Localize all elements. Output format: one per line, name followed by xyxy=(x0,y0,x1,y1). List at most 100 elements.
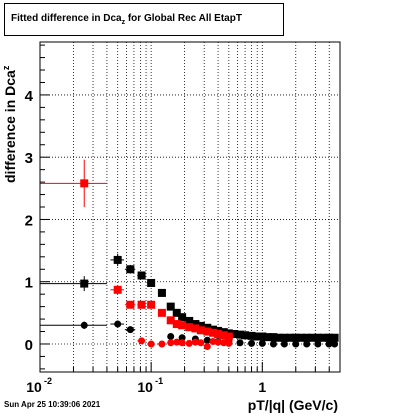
data-point-square xyxy=(157,288,166,297)
y-tick-label: 4 xyxy=(25,88,34,105)
data-point-circle xyxy=(225,339,233,347)
y-tick-label: 3 xyxy=(25,150,33,167)
data-point-square xyxy=(157,308,166,317)
chart-title-main: Fitted difference in Dca xyxy=(11,13,122,24)
data-point-square xyxy=(147,278,156,287)
data-point-square xyxy=(196,326,205,335)
data-point-circle xyxy=(280,340,288,348)
timestamp: Sun Apr 25 10:39:06 2021 xyxy=(4,400,101,409)
data-point-square xyxy=(126,265,135,274)
data-point-square xyxy=(330,333,339,342)
x-tick-label-exponent: -2 xyxy=(44,376,52,386)
data-point-square xyxy=(172,320,181,329)
data-point-square xyxy=(166,302,175,311)
chart-title-box: Fitted difference in Dcaz for Global Rec… xyxy=(4,3,284,36)
data-point-circle xyxy=(167,333,175,341)
data-point-square xyxy=(291,333,300,342)
data-point-square xyxy=(308,333,317,342)
data-point-square xyxy=(224,332,233,341)
data-point-square xyxy=(208,328,217,337)
data-point-square xyxy=(191,324,200,333)
data-point-square xyxy=(137,271,146,280)
data-point-square xyxy=(80,279,89,288)
data-point-square xyxy=(319,333,328,342)
data-point-circle xyxy=(158,340,166,348)
y-axis-label-subscript: z xyxy=(1,65,11,71)
data-point-square xyxy=(263,333,272,342)
data-point-square xyxy=(203,327,212,336)
data-point-square xyxy=(253,332,262,341)
x-tick-label: 10 xyxy=(137,379,153,395)
data-point-square xyxy=(247,331,256,340)
data-point-square xyxy=(113,255,122,264)
y-tick-label: 2 xyxy=(25,212,33,229)
data-point-square xyxy=(297,333,306,342)
data-point-square xyxy=(214,330,223,339)
data-point-square xyxy=(126,300,135,309)
plot-frame-border xyxy=(39,41,341,373)
data-point-square xyxy=(147,300,156,309)
data-point-circle xyxy=(269,340,277,348)
data-point-square xyxy=(274,333,283,342)
data-point-square xyxy=(178,321,187,330)
data-point-circle xyxy=(314,340,322,348)
data-point-circle xyxy=(191,338,199,346)
data-point-square xyxy=(80,179,89,188)
chart-title-subscript: z xyxy=(121,19,126,26)
data-point-circle xyxy=(292,340,300,348)
data-point-square xyxy=(172,308,181,317)
data-point-square xyxy=(191,320,200,329)
x-tick-label-exponent: -1 xyxy=(155,376,163,386)
data-point-square xyxy=(166,316,175,325)
data-point-circle xyxy=(80,321,88,329)
data-point-circle xyxy=(303,340,311,348)
data-point-circle xyxy=(214,338,222,346)
data-point-square xyxy=(113,285,122,294)
data-point-circle xyxy=(114,320,122,328)
data-point-square xyxy=(269,333,278,342)
chart-title: Fitted difference in Dcaz for Global Rec… xyxy=(11,13,242,26)
data-point-square xyxy=(185,323,194,332)
data-point-square xyxy=(230,330,239,339)
y-tick-label: 0 xyxy=(25,337,33,354)
data-point-square xyxy=(236,330,245,339)
data-point-circle xyxy=(185,339,193,347)
x-axis-label: pT/|q| (GeV/c) xyxy=(247,397,338,413)
data-point-circle xyxy=(325,340,333,348)
data-point-square xyxy=(313,333,322,342)
data-point-square xyxy=(280,333,289,342)
data-point-circle xyxy=(178,334,186,342)
data-point-square xyxy=(258,332,267,341)
data-point-square xyxy=(219,331,228,340)
y-axis-label: difference in Dcaz xyxy=(1,66,18,183)
data-point-square xyxy=(286,333,295,342)
data-point-square xyxy=(178,313,187,322)
data-point-circle xyxy=(258,339,266,347)
data-point-circle xyxy=(197,339,205,347)
x-tick-label: 10 xyxy=(26,379,42,395)
data-point-circle xyxy=(167,339,175,347)
data-point-circle xyxy=(236,339,244,347)
data-point-circle xyxy=(178,339,186,347)
data-point-square xyxy=(241,331,250,340)
y-axis-label-main: difference in Dca xyxy=(2,70,18,183)
data-point-circle xyxy=(173,338,181,346)
data-point-circle xyxy=(126,326,134,334)
data-point-square xyxy=(185,316,194,325)
data-point-circle xyxy=(220,339,228,347)
x-tick-label: 1 xyxy=(258,379,266,395)
data-point-circle xyxy=(248,339,256,347)
y-tick-label: 1 xyxy=(25,275,33,292)
data-point-square xyxy=(324,333,333,342)
data-point-circle xyxy=(209,337,217,345)
data-point-circle xyxy=(331,340,339,348)
data-point-square xyxy=(196,321,205,330)
data-point-circle xyxy=(138,337,146,345)
data-point-circle xyxy=(203,336,211,344)
data-point-circle xyxy=(203,342,211,350)
data-point-square xyxy=(137,300,146,309)
data-point-circle xyxy=(147,340,155,348)
data-point-square xyxy=(302,333,311,342)
